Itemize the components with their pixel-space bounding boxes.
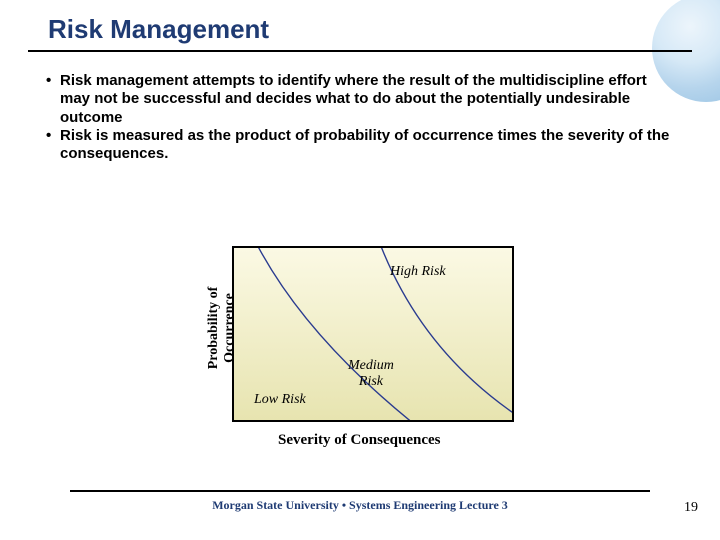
footer-text: Morgan State University • Systems Engine… [0,498,720,513]
chart-x-axis-label: Severity of Consequences [278,432,440,449]
page-number: 19 [684,500,698,516]
bullet-text: Risk management attempts to identify whe… [60,72,674,127]
slide: Risk Management • Risk management attemp… [0,0,720,540]
bullet-dot-icon: • [46,72,60,127]
bullet-dot-icon: • [46,127,60,164]
label-high-risk: High Risk [390,264,446,280]
footer-rule [70,490,650,492]
risk-chart: High Risk MediumRisk Low Risk [232,246,514,422]
bullet-list: • Risk management attempts to identify w… [46,72,674,163]
label-medium-risk: MediumRisk [348,358,394,390]
bullet-text: Risk is measured as the product of proba… [60,127,674,164]
slide-title: Risk Management [48,14,269,45]
label-low-risk: Low Risk [254,392,306,408]
bullet-item: • Risk management attempts to identify w… [46,72,674,127]
bullet-item: • Risk is measured as the product of pro… [46,127,674,164]
title-underline [28,50,692,52]
